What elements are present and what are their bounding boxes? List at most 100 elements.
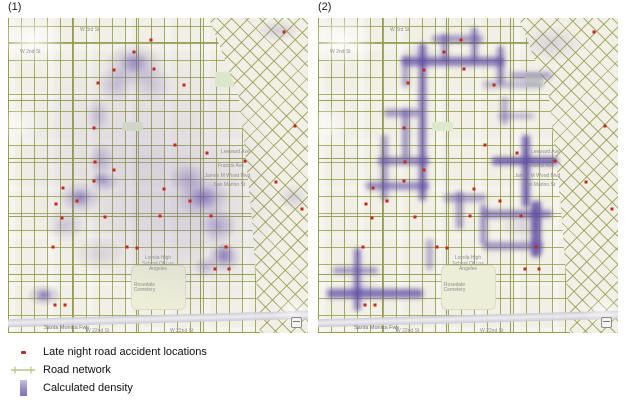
street-label: Rosedale Cemetery [133, 281, 156, 294]
accident-dot [370, 216, 374, 220]
street-label: W 22nd St [480, 328, 504, 333]
legend-label-density: Calculated density [43, 382, 133, 394]
accident-dot [483, 143, 487, 147]
street-label: W 22nd St [86, 328, 110, 333]
accident-dot [227, 267, 231, 271]
density-segment [441, 33, 448, 63]
legend-item-roads: Road network [9, 364, 111, 376]
accident-dot [402, 126, 406, 130]
legend-item-accidents: Late night road accident locations [9, 346, 207, 358]
street-label: W 3rd St [80, 27, 100, 34]
street-label: San Marino St [523, 182, 556, 189]
density-segment [366, 181, 429, 190]
density-segment [327, 288, 423, 299]
street-label: Santa Monica Fwy [44, 324, 90, 331]
street-label: James M Wood Blvd [204, 172, 251, 179]
street-label: James M Wood Blvd [514, 172, 561, 179]
density-segment [483, 241, 543, 250]
accident-dot [282, 30, 286, 34]
density-segment [354, 247, 362, 311]
density-segment [522, 134, 530, 207]
density-segment [483, 210, 552, 219]
density-segment [480, 203, 487, 245]
accident-dot [422, 68, 426, 72]
street-label: W 22nd St [396, 328, 420, 333]
accident-dot [93, 160, 97, 164]
accident-dot [92, 179, 96, 183]
calculated-density-layer [8, 18, 308, 333]
accident-dot [363, 303, 367, 307]
density-segment [483, 81, 543, 88]
accident-dot [300, 207, 304, 211]
density-segment [381, 134, 388, 201]
street-label: Rosedale Cemetery [443, 281, 466, 294]
accident-dot [534, 245, 538, 249]
accident-dot [152, 67, 156, 71]
accident-dot [213, 267, 217, 271]
accident-dot [603, 124, 607, 128]
accident-dot [445, 246, 449, 250]
accident-dot [209, 214, 213, 217]
density-segment [498, 112, 534, 120]
accident-dot [54, 202, 58, 206]
street-label: Santa Monica Fwy [354, 324, 400, 331]
legend-label-roads: Road network [43, 364, 111, 376]
density-segment [384, 109, 420, 117]
panel-2: (2) W 3rd St W 2nd St Leeward Ave Francis A… [318, 0, 618, 333]
accident-dot [435, 245, 439, 249]
road-network-marker-icon [11, 366, 35, 374]
map-attribution-icon [601, 317, 612, 328]
accident-dot [492, 83, 496, 87]
accident-dot [373, 303, 377, 307]
density-segment [402, 57, 504, 66]
density-segment [402, 109, 409, 160]
street-label: W 2nd St [330, 48, 351, 55]
accident-dot [63, 303, 67, 307]
accident-dot [472, 187, 476, 191]
street-label: Loyola High School Of Los Angeles [142, 254, 174, 273]
accident-dot [103, 215, 107, 219]
panel-1: (1) W 3rd St W 2nd St Leeward Ave Francis A… [8, 0, 308, 333]
accident-dot [112, 68, 116, 72]
density-segment [456, 191, 463, 230]
accident-dot [112, 168, 116, 171]
accident-dot [53, 303, 57, 307]
accident-dot [125, 245, 129, 249]
accident-marker-icon [20, 350, 26, 354]
accident-dots-layer [318, 18, 618, 333]
accident-dot [584, 180, 588, 184]
density-segment [471, 27, 478, 63]
density-segment [531, 200, 541, 258]
accident-dot [60, 216, 64, 220]
accident-dot [61, 186, 65, 190]
legend-marker-cell [9, 380, 37, 396]
accident-dot [243, 159, 247, 163]
street-label: Leeward Ave [221, 149, 250, 156]
accident-dot [293, 124, 297, 128]
accident-dot [162, 187, 166, 191]
accident-dot [442, 50, 446, 54]
density-segment [402, 55, 409, 88]
accident-dot [498, 199, 502, 203]
accident-dot [51, 245, 55, 249]
density-segment [510, 71, 552, 80]
street-labels-layer: W 3rd St W 2nd St Leeward Ave Francis Ave Ja… [8, 18, 308, 333]
legend-label-accidents: Late night road accident locations [43, 346, 207, 358]
map-network-density: W 3rd St W 2nd St Leeward Ave Francis Ave Ja… [318, 18, 618, 333]
street-labels-layer: W 3rd St W 2nd St Leeward Ave Francis Ave Ja… [318, 18, 618, 333]
map-kernel-density: W 3rd St W 2nd St Leeward Ave Francis Ave Ja… [8, 18, 308, 333]
calculated-density-layer [318, 18, 618, 333]
density-segment [418, 43, 427, 201]
accident-dot [205, 151, 209, 155]
accident-dot [132, 50, 136, 54]
accident-dot [592, 30, 596, 34]
accident-dot [385, 199, 389, 203]
accident-dot [182, 83, 186, 87]
accident-dot [462, 67, 466, 71]
accident-dot [361, 245, 365, 249]
accident-dot [224, 245, 228, 249]
density-segment [501, 96, 508, 126]
density-segment [426, 238, 433, 270]
street-label: San Marino St [213, 182, 246, 189]
accident-dot [364, 202, 368, 206]
